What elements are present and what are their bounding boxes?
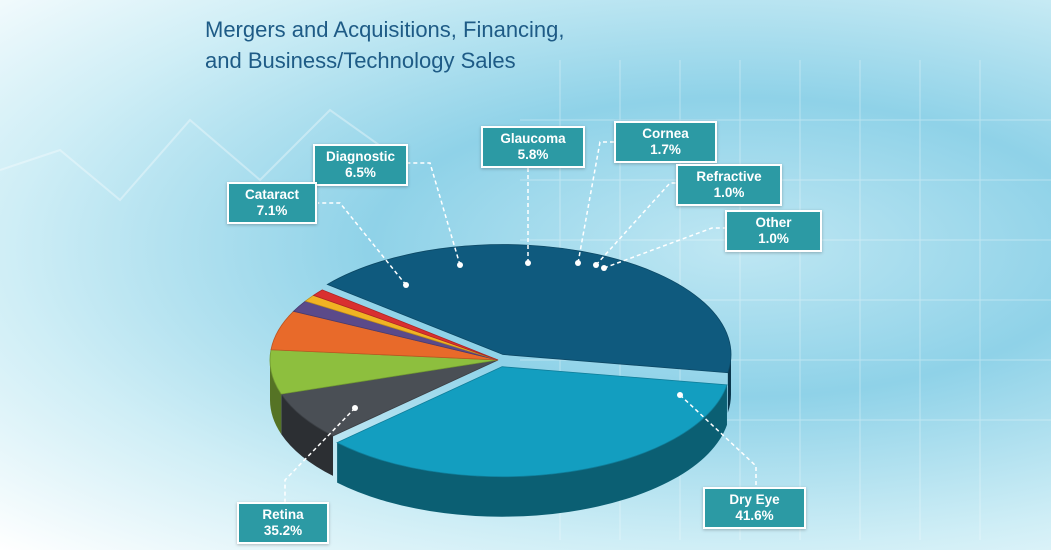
- slice-dry-eye: [326, 244, 732, 374]
- chart-title-line2: and Business/Technology Sales: [205, 48, 516, 73]
- leader-line-cornea: [577, 141, 614, 264]
- label-other-value: 1.0%: [758, 231, 789, 246]
- label-other-name: Other: [755, 215, 792, 230]
- label-diagnostic-value: 6.5%: [345, 165, 376, 180]
- label-glaucoma-name: Glaucoma: [500, 131, 566, 146]
- label-refractive-name: Refractive: [696, 169, 762, 184]
- leader-line-other: [603, 227, 725, 269]
- leader-dot-retina: [352, 405, 358, 411]
- label-cataract: Cataract 7.1%: [227, 182, 317, 224]
- leader-dot-cornea: [575, 260, 581, 266]
- label-cornea: Cornea 1.7%: [614, 121, 717, 163]
- label-dry-eye-value: 41.6%: [735, 508, 774, 523]
- chart-title: Mergers and Acquisitions, Financing, and…: [205, 14, 725, 76]
- slice-side-cataract: [281, 394, 334, 476]
- leader-line-cataract: [318, 202, 407, 286]
- label-refractive-value: 1.0%: [713, 185, 745, 200]
- label-dry-eye: Dry Eye 41.6%: [703, 487, 806, 529]
- label-cataract-value: 7.1%: [256, 203, 288, 218]
- slice-side-dry-eye: [727, 354, 731, 413]
- label-glaucoma: Glaucoma 5.8%: [481, 126, 585, 168]
- label-cornea-value: 1.7%: [650, 142, 681, 157]
- leader-line-refractive: [595, 182, 676, 266]
- label-cataract-name: Cataract: [244, 187, 300, 202]
- slice-cataract: [280, 359, 499, 437]
- leader-dot-refractive: [593, 262, 599, 268]
- label-diagnostic: Diagnostic 6.5%: [313, 144, 408, 186]
- slice-other: [312, 289, 499, 361]
- leader-dot-other: [601, 265, 607, 271]
- label-refractive: Refractive 1.0%: [676, 164, 782, 206]
- slice-side-retina: [337, 384, 727, 517]
- label-dry-eye-name: Dry Eye: [729, 492, 780, 507]
- label-diagnostic-name: Diagnostic: [325, 149, 395, 164]
- label-glaucoma-value: 5.8%: [517, 147, 549, 162]
- label-cornea-name: Cornea: [642, 126, 689, 141]
- slice-retina: [336, 366, 728, 478]
- leader-dot-dry-eye: [677, 392, 683, 398]
- leader-dot-glaucoma: [525, 260, 531, 266]
- leader-dot-diagnostic: [457, 262, 463, 268]
- leader-line-diagnostic: [408, 162, 461, 266]
- chart-title-line1: Mergers and Acquisitions, Financing,: [205, 17, 565, 42]
- leader-line-retina: [284, 407, 356, 503]
- label-other: Other 1.0%: [725, 210, 822, 252]
- label-retina-name: Retina: [262, 507, 304, 522]
- label-retina-value: 35.2%: [263, 523, 303, 538]
- leader-dot-cataract: [403, 282, 409, 288]
- label-retina: Retina 35.2%: [237, 502, 329, 544]
